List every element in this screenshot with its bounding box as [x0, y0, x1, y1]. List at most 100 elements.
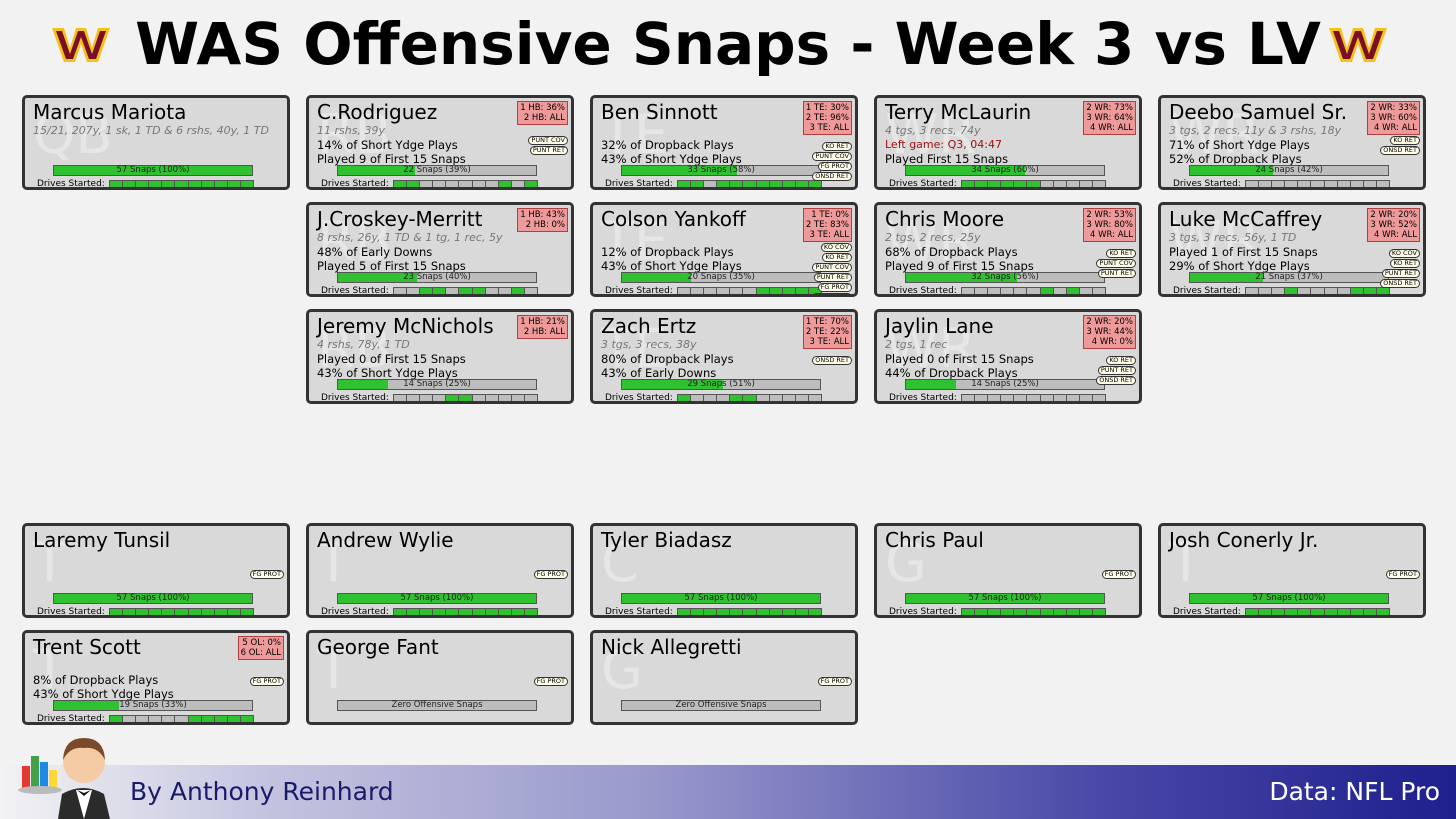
drive-cell — [690, 394, 705, 401]
position-share-badge: 2 WR: 20% 3 WR: 44% 4 WR: 0% — [1083, 315, 1136, 349]
drive-cell — [445, 287, 460, 294]
position-watermark: T — [317, 531, 350, 594]
player-card: TE Colson Yankoff 12% of Dropback Plays 43%… — [590, 202, 858, 297]
position-share-line: 2 TE: 22% — [805, 327, 849, 337]
drive-cell — [510, 287, 525, 294]
player-name: Jaylin Lane — [885, 314, 994, 338]
drive-cell — [523, 608, 539, 615]
usage-line-1: 12% of Dropback Plays — [601, 245, 734, 259]
drive-cell — [1026, 180, 1041, 187]
player-stat-line: 2 tgs, 1 rec — [885, 338, 948, 351]
position-share-badge: 1 HB: 36% 2 HB: ALL — [517, 101, 568, 125]
drive-cell — [161, 180, 176, 187]
footer-bar — [0, 765, 1456, 819]
special-teams-tag: ONSD RET — [812, 293, 852, 294]
snap-count-label: 57 Snaps (100%) — [684, 593, 758, 603]
drive-cell — [987, 394, 1002, 401]
snap-share-fill — [1190, 273, 1264, 282]
drive-cell — [742, 608, 757, 615]
player-name: C.Rodriguez — [317, 100, 438, 124]
drives-started-label: Drives Started: — [889, 607, 957, 617]
special-teams-tags: FG PROT — [1385, 570, 1420, 580]
special-teams-tag: PUNT RET — [1097, 269, 1136, 278]
special-teams-tag: FG PROT — [1101, 570, 1136, 579]
drive-cell — [174, 715, 189, 722]
drive-cell — [471, 608, 486, 615]
snap-share-bar: 32 Snaps (56%) — [905, 272, 1105, 283]
drive-cell — [1336, 287, 1351, 294]
drive-cell — [510, 180, 525, 187]
drive-cell — [226, 715, 241, 722]
usage-line-2: 52% of Dropback Plays — [1169, 152, 1302, 166]
drive-cell — [484, 287, 499, 294]
drive-cell — [419, 180, 434, 187]
drive-cell — [135, 608, 150, 615]
special-teams-tag: KO RET — [1390, 259, 1420, 268]
special-teams-tags: KO RET PUNT RET ONSD RET — [1096, 356, 1136, 386]
special-teams-tag: PUNT RET — [1097, 366, 1136, 375]
special-teams-tags: KO RET PUNT COV PUNT RET — [1096, 249, 1136, 279]
snap-count-label: Zero Offensive Snaps — [675, 700, 767, 710]
drive-cell — [716, 180, 731, 187]
drive-cell — [742, 287, 757, 294]
player-card: WR Chris Moore 2 tgs, 2 recs, 25y 68% of Dr… — [874, 202, 1142, 297]
snap-share-bar: Zero Offensive Snaps — [621, 700, 821, 711]
snap-share-fill — [338, 273, 418, 282]
usage-line-2: 43% of Short Ydge Plays — [601, 259, 742, 273]
usage-line-1: 80% of Dropback Plays — [601, 352, 734, 366]
drive-cell — [484, 608, 499, 615]
drive-cell — [716, 608, 731, 615]
usage-line-1: 68% of Dropback Plays — [885, 245, 1018, 259]
usage-line-1: Played 0 of First 15 Snaps — [885, 352, 1034, 366]
drive-cell — [1091, 287, 1107, 294]
drive-cell — [1245, 180, 1260, 187]
snap-count-label: 57 Snaps (100%) — [1252, 593, 1326, 603]
drive-cell — [1375, 180, 1391, 187]
special-teams-tag: FG PROT — [817, 162, 852, 171]
injury-note: Left game: Q3, 04:47 — [885, 138, 1002, 151]
drive-cell — [200, 608, 215, 615]
drive-cell — [742, 180, 757, 187]
special-teams-tag: ONSD RET — [1380, 146, 1420, 155]
drive-cell — [703, 394, 718, 401]
snap-count-label: 20 Snaps (35%) — [687, 272, 755, 282]
position-watermark: WR — [885, 103, 976, 166]
snap-count-label: 23 Snaps (40%) — [403, 272, 471, 282]
snap-share-bar: 57 Snaps (100%) — [53, 165, 253, 176]
drive-cell — [1078, 394, 1093, 401]
position-watermark: RB — [317, 103, 392, 166]
position-watermark: T — [317, 638, 350, 701]
snap-share-bar: 57 Snaps (100%) — [53, 593, 253, 604]
drive-cell — [961, 394, 976, 401]
position-share-line: 6 OL: ALL — [240, 648, 281, 658]
drive-cell — [1013, 394, 1028, 401]
drive-cell — [1284, 180, 1299, 187]
drives-started-strip — [961, 608, 1107, 615]
drive-cell — [497, 608, 512, 615]
special-teams-tag: KO RET — [1390, 136, 1420, 145]
drive-cell — [1039, 608, 1054, 615]
drive-cell — [703, 608, 718, 615]
drive-cell — [768, 608, 783, 615]
position-share-line: 2 HB: ALL — [523, 327, 565, 337]
drives-started-strip — [677, 287, 823, 294]
drive-cell — [432, 180, 447, 187]
drives-started-label: Drives Started: — [605, 607, 673, 617]
player-card: G Chris Paul 57 Snaps (100%) Drives Started… — [874, 523, 1142, 618]
position-share-line: 5 OL: 0% — [242, 638, 281, 648]
drive-cell — [109, 608, 124, 615]
usage-line-2: 43% of Short Ydge Plays — [601, 152, 742, 166]
position-share-line: 3 TE: ALL — [809, 337, 849, 347]
drives-started-strip — [109, 608, 255, 615]
drives-started-strip — [677, 394, 823, 401]
snap-share-bar: 24 Snaps (42%) — [1189, 165, 1389, 176]
drive-cell — [122, 180, 137, 187]
snap-share-bar: 57 Snaps (100%) — [1189, 593, 1389, 604]
drives-started-label: Drives Started: — [1173, 286, 1241, 296]
drives-started-strip — [393, 608, 539, 615]
snap-count-label: 21 Snaps (37%) — [1255, 272, 1323, 282]
player-name: Jeremy McNichols — [317, 314, 494, 338]
special-teams-tags: FG PROT — [533, 570, 568, 580]
special-teams-tags: KO RET ONSD RET — [1380, 136, 1420, 156]
drive-cell — [1000, 608, 1015, 615]
